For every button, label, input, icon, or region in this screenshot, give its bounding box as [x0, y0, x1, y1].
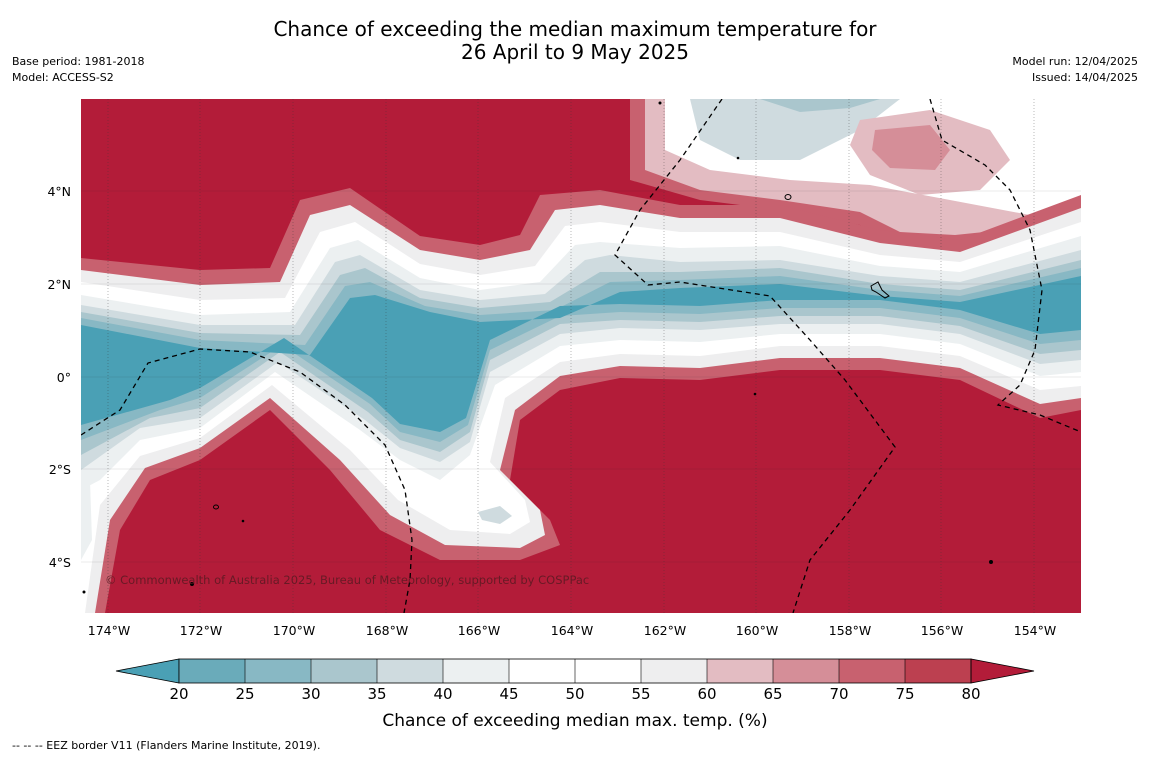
title-line-2: 26 April to 9 May 2025 [461, 40, 689, 64]
colorbar-bin [641, 659, 708, 683]
colorbar-bin [179, 659, 246, 683]
contour-patch-far-left [81, 480, 92, 560]
island-4 [241, 519, 245, 523]
lat-label: 4°N [47, 184, 71, 199]
island-10 [82, 590, 86, 594]
colorbar-bin [773, 659, 840, 683]
title-line-1: Chance of exceeding the median maximum t… [273, 17, 877, 41]
colorbar-tick-label: 50 [565, 685, 584, 703]
island-5 [190, 582, 194, 586]
colorbar-low-arrow [115, 658, 180, 684]
eez-border-central [614, 99, 896, 613]
base-period: Base period: 1981-2018 [12, 55, 145, 68]
lon-label: 162°W [644, 623, 686, 638]
eez-legend-note: -- -- -- EEZ border V11 (Flanders Marine… [12, 739, 321, 752]
colorbar: 20 25 30 35 40 45 50 55 60 65 70 75 80 Chance of exc… [115, 658, 1035, 731]
contour-band-25 [81, 268, 1081, 442]
model-name: Model: ACCESS-S2 [12, 71, 114, 84]
colorbar-bin [839, 659, 906, 683]
island-7 [658, 101, 662, 105]
lon-label: 160°W [736, 623, 778, 638]
contour-north-blue-2 [760, 99, 880, 112]
colorbar-tick-label: 20 [169, 685, 188, 703]
contour-band-20 [81, 276, 1081, 432]
lat-label: 2°S [49, 462, 71, 477]
lat-label: 2°N [47, 277, 71, 292]
lat-label: 4°S [49, 555, 71, 570]
island-8 [736, 156, 740, 160]
lon-label: 156°W [921, 623, 963, 638]
island-9 [753, 392, 757, 396]
eez-border-east [929, 99, 1081, 433]
chart-title: Chance of exceeding the median maximum t… [0, 18, 1150, 64]
colorbar-tick-label: 60 [697, 685, 716, 703]
colorbar-bin [509, 659, 576, 683]
contour-patch-south [478, 506, 512, 524]
island-3 [213, 504, 219, 510]
colorbar-frame [178, 658, 972, 684]
grid-lines [81, 99, 1081, 613]
colorbar-tick-label: 45 [499, 685, 518, 703]
model-run: Model run: 12/04/2025 [1012, 55, 1138, 68]
lon-label: 166°W [458, 623, 500, 638]
lon-label: 154°W [1014, 623, 1056, 638]
island-2 [870, 281, 890, 299]
lon-axis: 174°W 172°W 170°W 168°W 166°W 164°W 162°… [88, 623, 1056, 638]
map-area: © Commonwealth of Australia 2025, Bureau… [81, 99, 1081, 613]
lon-label: 158°W [829, 623, 871, 638]
colorbar-ticks: 20 25 30 35 40 45 50 55 60 65 70 75 80 [169, 685, 980, 703]
lon-label: 170°W [273, 623, 315, 638]
colorbar-tick-label: 30 [301, 685, 320, 703]
colorbar-tick-label: 25 [235, 685, 254, 703]
lon-label: 168°W [366, 623, 408, 638]
colorbar-bin [311, 659, 378, 683]
contour-north-blue [690, 99, 900, 160]
lon-label: 164°W [551, 623, 593, 638]
islands [82, 101, 993, 594]
lon-label: 174°W [88, 623, 130, 638]
copyright-text: © Commonwealth of Australia 2025, Bureau… [105, 573, 589, 587]
colorbar-tick-label: 65 [763, 685, 782, 703]
colorbar-tick-label: 35 [367, 685, 386, 703]
meta-left: Base period: 1981-2018 Model: ACCESS-S2 [12, 54, 144, 86]
colorbar-bin [377, 659, 444, 683]
island-6 [989, 560, 993, 564]
colorbar-bin [707, 659, 774, 683]
colorbar-tick-label: 80 [961, 685, 980, 703]
colorbar-label: Chance of exceeding median max. temp. (%… [382, 711, 767, 731]
eez-border-west [81, 348, 413, 613]
colorbar-tick-label: 75 [895, 685, 914, 703]
lon-label: 172°W [180, 623, 222, 638]
colorbar-bins [179, 659, 972, 683]
colorbar-bin [575, 659, 642, 683]
island-1 [784, 194, 792, 200]
issued-date: Issued: 14/04/2025 [1031, 71, 1138, 84]
eez-borders [81, 99, 1081, 613]
colorbar-bin [245, 659, 312, 683]
colorbar-tick-label: 40 [433, 685, 452, 703]
colorbar-bin [443, 659, 510, 683]
colorbar-bin [905, 659, 972, 683]
colorbar-tick-label: 55 [631, 685, 650, 703]
lat-axis: 4°N 2°N 0° 2°S 4°S [47, 184, 71, 570]
lat-label: 0° [57, 370, 71, 385]
colorbar-tick-label: 70 [829, 685, 848, 703]
colorbar-high-arrow [970, 658, 1035, 684]
meta-right: Model run: 12/04/2025 Issued: 14/04/2025 [1012, 54, 1138, 86]
contour-north-pink-2 [872, 125, 950, 170]
